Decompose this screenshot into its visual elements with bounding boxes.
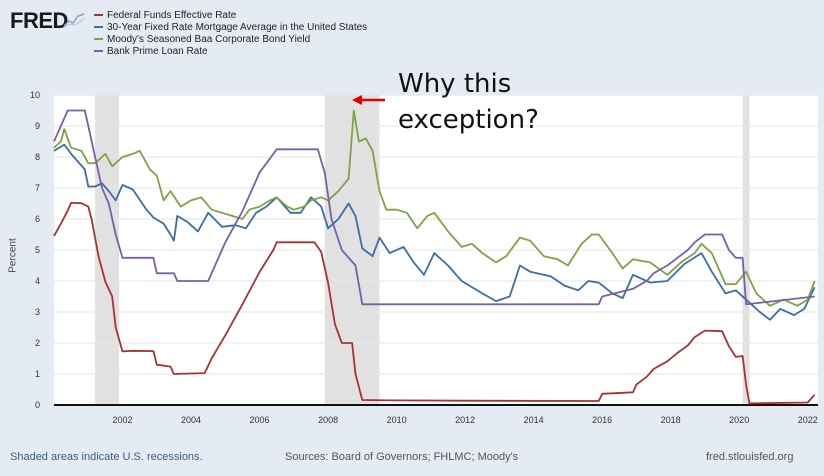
y-tick-label: 3 [35,307,40,317]
x-tick-label: 2014 [524,415,544,425]
series-line [53,109,816,307]
legend-item[interactable]: Bank Prime Loan Rate [94,45,367,57]
legend: Federal Funds Effective Rate 30-Year Fix… [94,9,367,57]
sparkline-icon [63,13,85,28]
legend-label: Moody's Seasoned Baa Corporate Bond Yiel… [107,33,311,45]
legend-label: 30-Year Fixed Rate Mortgage Average in t… [107,21,368,33]
legend-swatch [94,26,103,28]
y-tick-label: 9 [35,121,40,131]
legend-label: Federal Funds Effective Rate [107,9,237,21]
series-line [53,109,815,306]
y-tick-label: 5 [35,245,40,255]
x-tick-label: 2012 [455,415,475,425]
x-tick-label: 2020 [729,415,749,425]
legend-swatch [94,38,103,40]
sources-note: Sources: Board of Governors; FHLMC; Mood… [285,451,519,463]
y-axis-label: Percent [7,238,19,273]
y-tick-label: 2 [35,338,40,348]
legend-swatch [94,50,103,52]
y-tick-label: 4 [35,276,40,286]
x-tick-label: 2018 [661,415,681,425]
legend-swatch [94,14,103,16]
legend-item[interactable]: Federal Funds Effective Rate [94,9,367,21]
y-tick-label: 7 [35,183,40,193]
legend-item[interactable]: 30-Year Fixed Rate Mortgage Average in t… [94,21,367,33]
x-tick-label: 2002 [113,415,133,425]
legend-item[interactable]: Moody's Seasoned Baa Corporate Bond Yiel… [94,33,367,45]
y-tick-label: 8 [35,152,40,162]
fred-logo[interactable]: FRED [10,8,68,33]
annotation-line-2: exception? [398,105,539,135]
series-lines [53,109,816,405]
series-line [53,201,816,405]
tick-labels: 0 1 2 3 4 5 6 7 8 9 10 2002 2004 2006 2008 2010 2012 2014… [30,90,818,425]
x-tick-label: 2010 [387,415,407,425]
series-line [53,143,816,321]
site-link[interactable]: fred.stlouisfed.org [706,451,794,463]
y-tick-label: 0 [35,400,40,410]
x-tick-label: 2016 [592,415,612,425]
x-tick-label: 2004 [181,415,201,425]
x-tick-label: 2008 [318,415,338,425]
annotation-line-1: Why this [398,69,512,99]
recession-note: Shaded areas indicate U.S. recessions. [10,451,203,463]
x-tick-label: 2006 [250,415,270,425]
y-tick-label: 6 [35,214,40,224]
x-tick-label: 2022 [798,415,818,425]
annotation-arrow [352,95,385,105]
annotation-text: Why this exception? [398,66,598,138]
y-tick-label: 10 [30,90,40,100]
y-tick-label: 1 [35,369,40,379]
legend-label: Bank Prime Loan Rate [107,45,208,57]
